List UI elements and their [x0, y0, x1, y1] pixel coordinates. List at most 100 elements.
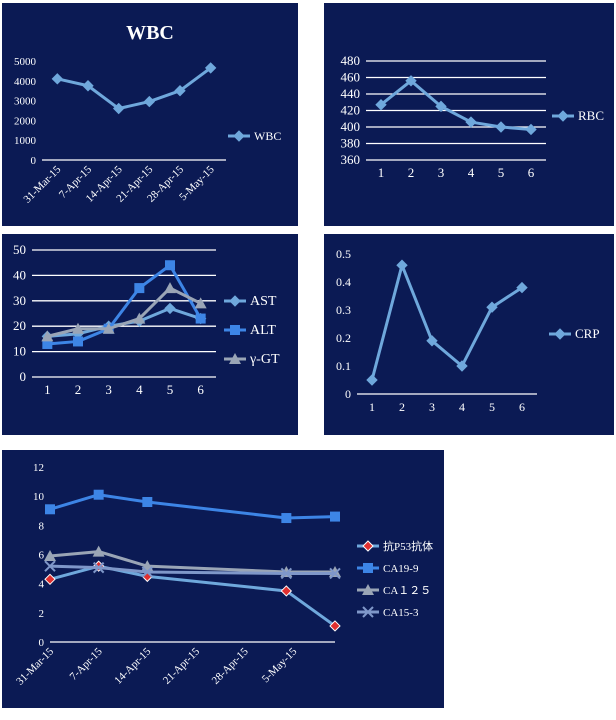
- crp-legend-label-1: CRP: [575, 326, 600, 341]
- rbc-chart-panel: 360 380 400 420 440 460 480 1 2 3 4 5 6 RBC: [324, 3, 614, 226]
- liver-series-1-point-4: [164, 302, 176, 315]
- tumor-legend-swatch-4-marker: [362, 606, 374, 618]
- tumor-series-3-point-0: [44, 549, 56, 561]
- tumor-xtick-label-4: 28-Apr-15: [210, 645, 252, 687]
- crp-ytick-label-4: 0.4: [336, 275, 351, 289]
- crp-xtick-label-4: 5: [489, 400, 495, 414]
- rbc-series-1-point-0: [375, 99, 387, 111]
- wbc-legend-swatch-1-marker: [233, 130, 245, 142]
- liver-legend-label-2: ALT: [250, 323, 276, 338]
- liver-xtick-label-0: 1: [44, 382, 51, 397]
- tumor-series-4-point-4: [329, 567, 341, 580]
- tumor-legend-swatch-2-marker: [363, 563, 373, 573]
- liver-legend-label-1: AST: [250, 294, 277, 309]
- crp-series-1-line: [370, 263, 523, 381]
- tumor-ytick-label-4: 8: [39, 520, 45, 532]
- liver-series-3-point-2: [102, 322, 115, 334]
- tumor-series-4-point-0-stroke-b: [44, 560, 56, 572]
- rbc-ytick-label-4: 440: [341, 86, 361, 101]
- tumor-ytick-label-6: 12: [33, 462, 44, 474]
- tumor-legend-label-3: CA１２５: [383, 585, 431, 597]
- tumor-series-2-line: [49, 493, 336, 520]
- liver-series-3-point-4: [164, 282, 176, 294]
- liver-series-2-point-5: [195, 313, 206, 324]
- tumor-legend-swatch-3-marker: [362, 584, 374, 595]
- liver-series-3-point-1: [72, 322, 84, 334]
- tumor-series-4-point-4-stroke-b: [329, 567, 341, 580]
- tumor-legend-label-1: 抗P53抗体: [383, 539, 433, 553]
- crp-legend-swatch-1-marker: [554, 328, 566, 340]
- wbc-chart: WBC01000200030004000500031-Mar-157-Apr-1…: [14, 22, 281, 206]
- rbc-ytick-label-1: 380: [341, 136, 361, 151]
- liver-series-3-point-3: [133, 312, 146, 324]
- tumor-series-4-point-1: [92, 561, 105, 574]
- tumor-legend-label-4: CA15-3: [383, 607, 419, 619]
- liver-ytick-label-4: 40: [13, 267, 26, 282]
- tumor-series-1-point-4: [329, 620, 341, 632]
- rbc-legend-swatch-1-marker: [557, 110, 569, 122]
- rbc-xtick-label-5: 6: [528, 165, 535, 180]
- crp-series-1-point-3: [456, 360, 468, 372]
- wbc-series-1-point-4: [174, 84, 186, 97]
- tumor-xtick-label-1: 7-Apr-15: [68, 645, 106, 683]
- crp-series-1-point-1: [396, 259, 408, 271]
- liver-enzymes-chart: 0 10 20 30 40 50 1 2 3 4 5 6 AST ALT γ-GT: [13, 242, 280, 397]
- wbc-ytick-label-4: 4000: [14, 76, 37, 88]
- tumor-xtick-label-0: 31-Mar-15: [14, 645, 56, 687]
- tumor-series-4-point-0: [44, 560, 56, 572]
- liver-xtick-label-3: 4: [136, 382, 143, 397]
- liver-series-3-point-5: [194, 297, 207, 309]
- wbc-series-1-point-1: [82, 80, 94, 92]
- crp-ytick-label-1: 0.1: [336, 359, 351, 373]
- tumor-series-4-point-2: [141, 566, 154, 578]
- tumor-xtick-label-2: 14-Apr-15: [112, 645, 154, 687]
- crp-series-1-point-4: [486, 301, 498, 313]
- wbc-title: WBC: [126, 22, 174, 44]
- tumor-legend-swatch-4-marker-stroke-b: [362, 606, 374, 618]
- wbc-legend-label-1: WBC: [254, 129, 281, 143]
- rbc-series-1-line: [380, 79, 532, 131]
- wbc-series-1-line: [57, 66, 212, 111]
- tumor-ytick-label-0: 0: [39, 637, 45, 649]
- liver-ytick-label-1: 10: [13, 344, 26, 359]
- rbc-ytick-label-5: 460: [341, 70, 361, 85]
- tumor-xtick-label-5: 5-May-15: [260, 645, 300, 685]
- rbc-xtick-label-0: 1: [378, 165, 385, 180]
- crp-series-1-point-5: [516, 281, 528, 294]
- crp-xtick-label-1: 2: [399, 400, 405, 414]
- liver-series-2-point-3: [134, 283, 145, 294]
- crp-ytick-label-2: 0.2: [336, 331, 351, 345]
- wbc-series-1-point-3: [143, 95, 156, 108]
- liver-enzymes-chart-panel: 0 10 20 30 40 50 1 2 3 4 5 6 AST ALT γ-GT: [2, 234, 298, 435]
- liver-series-2-point-0: [42, 338, 53, 349]
- rbc-ytick-label-2: 400: [341, 119, 361, 134]
- rbc-xtick-label-3: 4: [468, 165, 475, 180]
- liver-ytick-label-3: 30: [13, 293, 26, 308]
- tumor-markers-chart: 0 2 4 6 8 10 12 31-Mar-15 7-Apr-15 14-Apr-15 21-Ap…: [14, 462, 433, 688]
- tumor-series-2-point-4: [330, 511, 340, 522]
- liver-xtick-label-5: 6: [197, 382, 204, 397]
- liver-legend-swatch-1-marker: [229, 295, 241, 307]
- liver-series-2-point-4: [165, 260, 175, 271]
- tumor-legend-label-2: CA19-9: [383, 563, 419, 575]
- liver-series-3-point-0: [41, 330, 54, 342]
- tumor-series-2-point-1: [93, 489, 104, 500]
- tumor-series-2-point-3: [281, 513, 292, 524]
- liver-xtick-label-2: 3: [105, 382, 112, 397]
- tumor-ytick-label-5: 10: [33, 491, 45, 503]
- wbc-ytick-label-1: 1000: [14, 135, 37, 147]
- rbc-legend-label-1: RBC: [578, 108, 604, 123]
- wbc-xtick-label-0: 31-Mar-15: [21, 163, 63, 205]
- crp-xtick-label-2: 3: [429, 400, 435, 414]
- crp-series-1-point-2: [426, 335, 438, 347]
- tumor-ytick-label-1: 2: [39, 608, 45, 620]
- wbc-ytick-label-3: 3000: [14, 96, 37, 108]
- liver-series-2-point-1: [73, 336, 83, 347]
- crp-series-1-point-0: [366, 374, 378, 386]
- rbc-series-1-point-3: [465, 116, 477, 128]
- rbc-series-1-point-2: [435, 100, 447, 113]
- crp-xtick-label-3: 4: [459, 400, 465, 414]
- tumor-legend-swatch-1-marker: [362, 540, 374, 552]
- tumor-ytick-label-3: 6: [39, 550, 45, 562]
